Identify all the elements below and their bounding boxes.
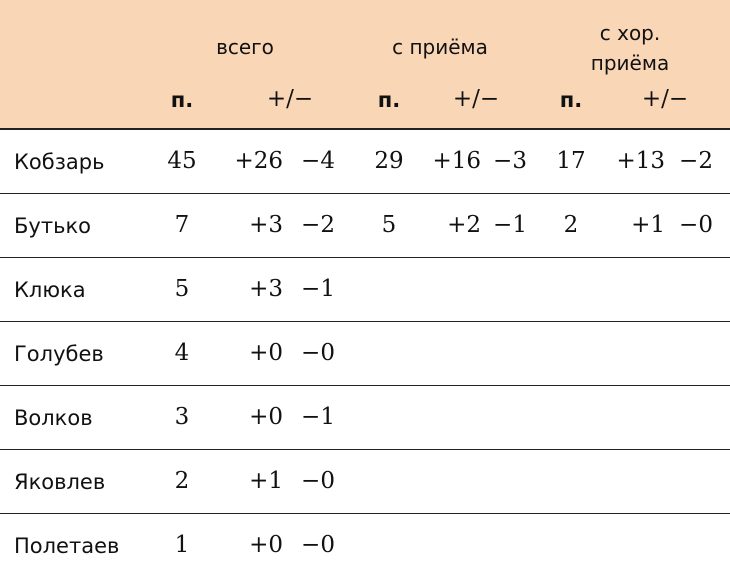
player-name: Полетаев: [14, 534, 120, 558]
row-divider: [0, 513, 730, 514]
row-divider: [0, 257, 730, 258]
row-divider: [0, 193, 730, 194]
minus-cell: −1: [301, 276, 335, 302]
minus-cell: −2: [679, 148, 713, 174]
games-cell: 3: [174, 404, 190, 430]
table-row: Голубев 4 +0 −0: [0, 322, 730, 386]
row-divider: [0, 385, 730, 386]
games-cell: 7: [174, 212, 190, 238]
minus-cell: −4: [301, 148, 335, 174]
minus-cell: −1: [301, 404, 335, 430]
subheader-plusminus-reception: +/−: [452, 86, 500, 112]
minus-cell: −0: [301, 532, 335, 558]
subheader-plusminus-total: +/−: [266, 86, 314, 112]
subheader-games-good: п.: [559, 88, 583, 112]
player-name: Голубев: [14, 342, 104, 366]
games-cell: 29: [374, 148, 404, 174]
minus-cell: −1: [493, 212, 527, 238]
table-row: Яковлев 2 +1 −0: [0, 450, 730, 514]
subheader-games-reception: п.: [377, 88, 401, 112]
subheader-games-total: п.: [170, 88, 194, 112]
minus-cell: −0: [301, 468, 335, 494]
player-name: Бутько: [14, 214, 91, 238]
minus-cell: −0: [301, 340, 335, 366]
player-name: Кобзарь: [14, 150, 105, 174]
plus-cell: +2: [447, 212, 481, 238]
group-header-good-reception-line1: с хор.: [599, 21, 661, 45]
subheader-plusminus-good: +/−: [641, 86, 689, 112]
plus-cell: +16: [432, 148, 481, 174]
player-name: Клюка: [14, 278, 86, 302]
table-row: Полетаев 1 +0 −0: [0, 514, 730, 578]
group-header-total: всего: [216, 35, 274, 59]
games-cell: 5: [174, 276, 190, 302]
table-header: всего с приёма с хор. приёма п. +/− п. +…: [0, 0, 730, 130]
minus-cell: −3: [493, 148, 527, 174]
games-cell: 2: [563, 212, 579, 238]
plus-cell: +3: [249, 212, 283, 238]
player-name: Волков: [14, 406, 93, 430]
table-row: Клюка 5 +3 −1: [0, 258, 730, 322]
player-name: Яковлев: [14, 470, 106, 494]
plus-cell: +0: [249, 404, 283, 430]
games-cell: 5: [381, 212, 397, 238]
games-cell: 45: [167, 148, 197, 174]
plus-cell: +0: [249, 340, 283, 366]
table-row: Кобзарь 45 +26 −4 29 +16 −3 17 +13 −2: [0, 130, 730, 194]
plus-cell: +1: [631, 212, 665, 238]
minus-cell: −2: [301, 212, 335, 238]
games-cell: 17: [556, 148, 586, 174]
row-divider: [0, 449, 730, 450]
plus-cell: +13: [616, 148, 665, 174]
table-row: Бутько 7 +3 −2 5 +2 −1 2 +1 −0: [0, 194, 730, 258]
plus-cell: +26: [234, 148, 283, 174]
plus-cell: +1: [249, 468, 283, 494]
games-cell: 2: [174, 468, 190, 494]
games-cell: 4: [174, 340, 190, 366]
games-cell: 1: [174, 532, 190, 558]
group-header-from-reception: с приёма: [392, 35, 488, 59]
minus-cell: −0: [679, 212, 713, 238]
group-header-good-reception-line2: приёма: [590, 51, 670, 75]
row-divider: [0, 321, 730, 322]
plus-cell: +3: [249, 276, 283, 302]
plus-cell: +0: [249, 532, 283, 558]
table-row: Волков 3 +0 −1: [0, 386, 730, 450]
